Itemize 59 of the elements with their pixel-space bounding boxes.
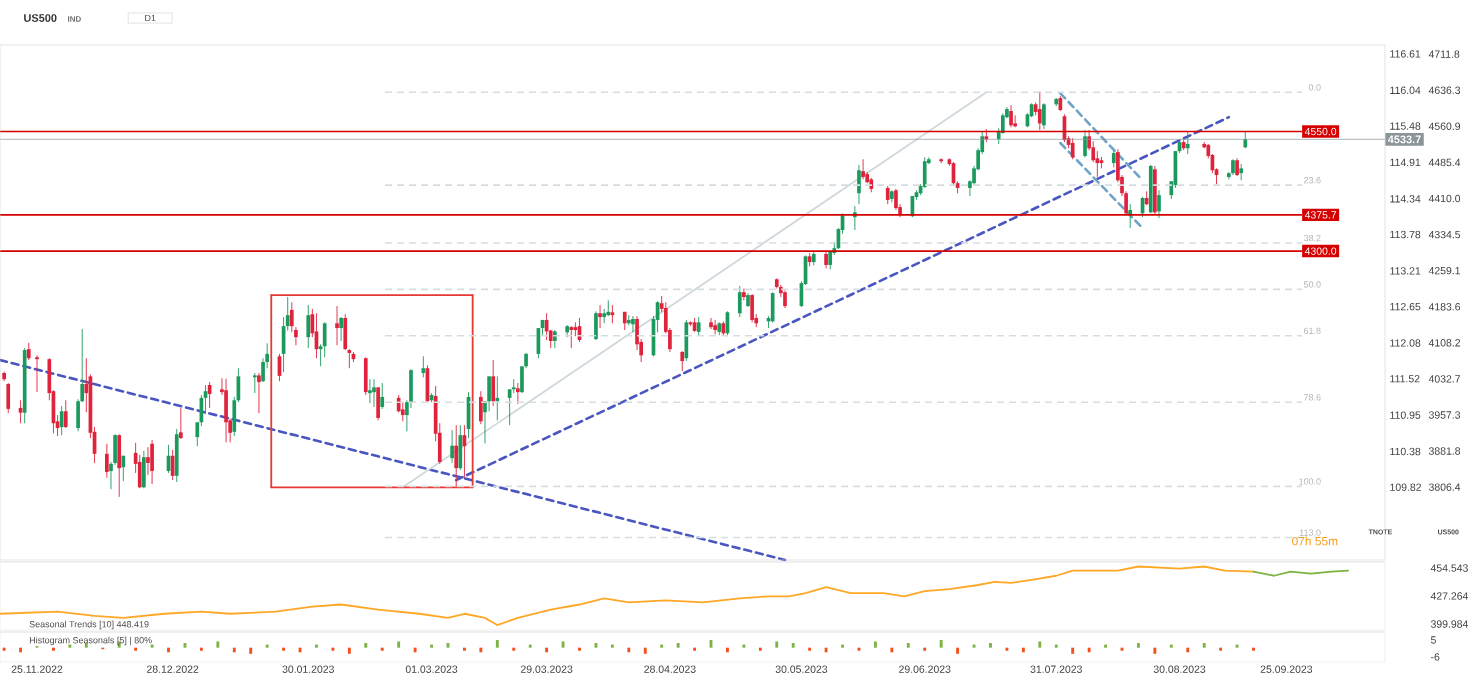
y2-tick-label: 110.95 bbox=[1390, 411, 1421, 419]
x-tick-label: 30.08.2023 bbox=[1153, 665, 1206, 673]
y-tick-label: 4560.9 bbox=[1428, 122, 1461, 131]
ref-line-label: 4300.0 bbox=[1304, 247, 1337, 255]
chart-title: US500 bbox=[24, 14, 57, 22]
y-tick-label: 5 bbox=[1430, 636, 1436, 644]
y2-tick-label: 114.34 bbox=[1390, 195, 1421, 203]
annotation: 23.6 bbox=[1304, 177, 1321, 184]
y2-tick-label: 113.21 bbox=[1390, 267, 1421, 275]
y-tick-label: 4259.1 bbox=[1428, 266, 1461, 275]
y-tick-label: 454.543 bbox=[1430, 564, 1468, 572]
y-tick-label: 3957.3 bbox=[1428, 411, 1461, 419]
annotation: 61.8 bbox=[1304, 327, 1321, 335]
y-tick-label: -6 bbox=[1431, 653, 1440, 661]
y-tick-label: 4108.2 bbox=[1428, 339, 1460, 347]
y2-tick-label: 113.78 bbox=[1390, 230, 1421, 239]
annotation: 07h 55m bbox=[1292, 536, 1338, 546]
y-tick-label: 3806.4 bbox=[1428, 483, 1461, 491]
annotation: 38.2 bbox=[1303, 234, 1321, 242]
x-tick-label: 30.05.2023 bbox=[775, 665, 828, 673]
x-tick-label: 01.03.2023 bbox=[405, 665, 458, 673]
y2-tick-label: 109.82 bbox=[1390, 483, 1421, 491]
x-tick-label: 28.04.2023 bbox=[644, 665, 696, 673]
ref-line-label: 4533.7 bbox=[1387, 135, 1421, 144]
y-tick-label: 399.984 bbox=[1430, 620, 1469, 628]
y-tick-label: 4711.8 bbox=[1428, 50, 1460, 58]
y2-tick-label: 112.08 bbox=[1390, 339, 1421, 347]
x-tick-label: 28.12.2022 bbox=[146, 665, 199, 673]
y2-tick-label: 112.65 bbox=[1390, 302, 1421, 311]
ref-line-label: 4375.7 bbox=[1304, 211, 1337, 219]
x-tick-label: 29.03.2023 bbox=[520, 665, 573, 673]
y-tick-label: 4636.3 bbox=[1428, 86, 1461, 94]
y-tick-label: 4410.0 bbox=[1428, 194, 1461, 203]
y2-tick-label: 116.61 bbox=[1390, 50, 1421, 58]
annotation: 78.6 bbox=[1304, 394, 1321, 401]
annotation: 100.0 bbox=[1299, 478, 1321, 485]
annotation: 113.0 bbox=[1299, 529, 1321, 536]
y-tick-label: 4183.6 bbox=[1428, 303, 1461, 311]
y-tick-label: 4032.7 bbox=[1428, 375, 1460, 383]
y-tick-label: 427.264 bbox=[1430, 592, 1469, 600]
y-tick-label: 4334.5 bbox=[1428, 230, 1461, 239]
y-tick-label: 3881.8 bbox=[1428, 447, 1461, 455]
y2-tick-label: 114.91 bbox=[1390, 158, 1421, 167]
y-tick-label: 4485.4 bbox=[1428, 158, 1461, 167]
x-tick-label: 25.11.2022 bbox=[11, 665, 63, 673]
y2-tick-label: 110.38 bbox=[1390, 447, 1421, 456]
text: Histogram Seasonals [5] | 80% bbox=[29, 636, 152, 646]
annotation: 50.0 bbox=[1303, 281, 1321, 288]
text: D1 bbox=[145, 14, 156, 22]
x-tick-label: 25.09.2023 bbox=[1260, 665, 1313, 673]
ref-line-label: 4550.0 bbox=[1304, 127, 1337, 136]
y2-tick-label: 116.04 bbox=[1390, 86, 1421, 94]
x-tick-label: 29.06.2023 bbox=[899, 665, 951, 673]
x-tick-label: 31.07.2023 bbox=[1030, 665, 1082, 673]
text: Seasonal Trends [10] 448.419 bbox=[29, 620, 149, 630]
y2-tick-label: 111.52 bbox=[1390, 375, 1420, 383]
x-tick-label: 30.01.2023 bbox=[282, 665, 334, 673]
y2-tick-label: 115.48 bbox=[1390, 122, 1421, 130]
annotation: 0.0 bbox=[1308, 84, 1321, 91]
